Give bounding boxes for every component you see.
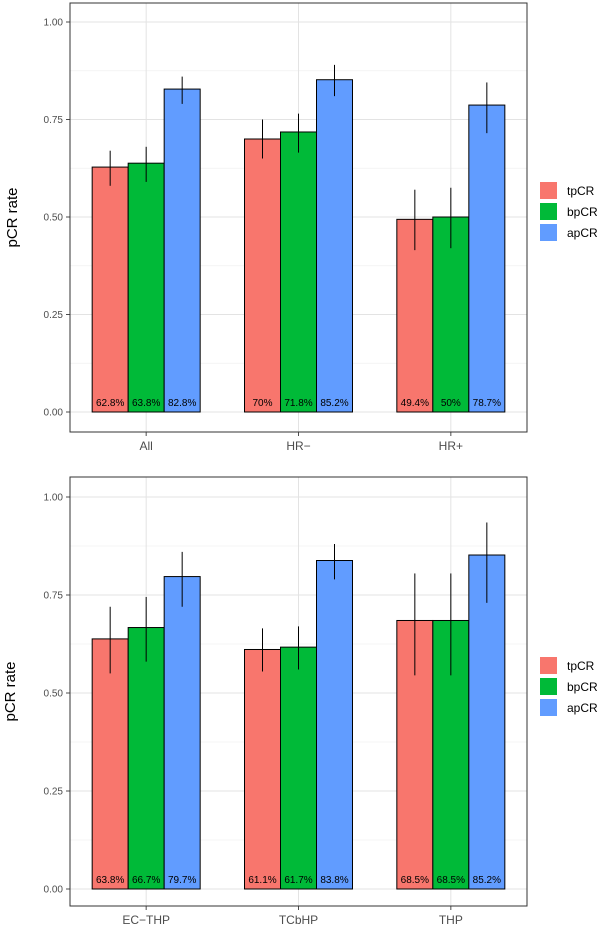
bar-bpCR-0	[127, 627, 165, 890]
legend-label-bpCR: bpCR	[567, 680, 598, 694]
bar-apCR-0	[163, 88, 201, 413]
data-label-bpCR-2: 50%	[441, 398, 461, 409]
y-tick-label: 0.25	[44, 787, 64, 798]
legend-label-bpCR: bpCR	[567, 205, 598, 219]
x-tick-label: TCbHP	[279, 913, 318, 927]
y-tick-label: 0.50	[44, 213, 64, 224]
bar-tpCR-1	[244, 648, 281, 890]
y-tick-label: 0.25	[44, 310, 64, 321]
y-tick-label: 0.75	[44, 591, 64, 602]
bar-tpCR-0	[91, 166, 129, 413]
legend-label-apCR: apCR	[567, 701, 598, 715]
y-axis-title: pCR rate	[2, 661, 19, 721]
chart-panel-2: 0.00 0.25 0.50 0.75 1.00 pCR rate EC−THP 63.8% 6…	[2, 476, 598, 927]
legend-key-apCR	[540, 224, 557, 241]
legend-label-tpCR: tpCR	[567, 184, 595, 198]
data-label-apCR-0: 79.7%	[168, 875, 196, 886]
data-label-apCR-1: 85.2%	[320, 398, 348, 409]
data-label-apCR-2: 78.7%	[473, 398, 501, 409]
x-tick-label: HR+	[439, 439, 463, 453]
data-label-tpCR-2: 68.5%	[401, 875, 429, 886]
bar-bpCR-1	[280, 646, 317, 890]
bar-bpCR-1	[280, 131, 317, 413]
y-tick-label: 0.50	[44, 689, 64, 700]
legend-label-apCR: apCR	[567, 226, 598, 240]
data-label-bpCR-2: 68.5%	[437, 875, 465, 886]
data-label-bpCR-1: 71.8%	[284, 398, 312, 409]
data-label-bpCR-0: 63.8%	[132, 398, 160, 409]
bar-apCR-2	[468, 554, 506, 890]
data-label-apCR-0: 82.8%	[168, 398, 196, 409]
y-tick-label: 1.00	[44, 493, 64, 504]
bar-apCR-0	[163, 576, 201, 890]
x-tick-label: EC−THP	[122, 913, 170, 927]
y-axis-title: pCR rate	[4, 187, 21, 247]
data-label-tpCR-0: 63.8%	[96, 875, 124, 886]
legend: tpCR bpCR apCR	[540, 657, 598, 716]
x-tick-label: All	[139, 439, 152, 453]
x-tick-label: HR−	[286, 439, 310, 453]
chart-panel-1: 0.00 0.25 0.50 0.75 1.00 pCR rate All 62.8% 63.8…	[4, 2, 598, 453]
data-label-tpCR-2: 49.4%	[401, 398, 429, 409]
data-label-bpCR-0: 66.7%	[132, 875, 160, 886]
legend-key-bpCR	[540, 678, 557, 695]
legend-key-tpCR	[540, 182, 557, 199]
bar-apCR-1	[316, 79, 353, 413]
data-label-tpCR-1: 70%	[252, 398, 272, 409]
bar-tpCR-1	[244, 138, 281, 413]
y-tick-label: 1.00	[44, 18, 64, 29]
data-label-apCR-2: 85.2%	[473, 875, 501, 886]
legend-label-tpCR: tpCR	[567, 659, 595, 673]
legend-key-tpCR	[540, 657, 557, 674]
bar-tpCR-0	[91, 638, 129, 890]
legend-key-bpCR	[540, 203, 557, 220]
y-tick-label: 0.00	[44, 408, 64, 419]
y-tick-label: 0.00	[44, 885, 64, 896]
legend: tpCR bpCR apCR	[540, 182, 598, 241]
x-tick-label: THP	[439, 913, 463, 927]
bar-apCR-2	[468, 104, 506, 413]
bar-bpCR-0	[127, 162, 165, 413]
y-tick-label: 0.75	[44, 115, 64, 126]
plot-border	[69, 476, 528, 907]
data-label-apCR-1: 83.8%	[320, 875, 348, 886]
data-label-tpCR-0: 62.8%	[96, 398, 124, 409]
plot-border	[69, 2, 528, 433]
bar-apCR-1	[316, 560, 353, 890]
legend-key-apCR	[540, 699, 557, 716]
data-label-tpCR-1: 61.1%	[248, 875, 276, 886]
data-label-bpCR-1: 61.7%	[284, 875, 312, 886]
